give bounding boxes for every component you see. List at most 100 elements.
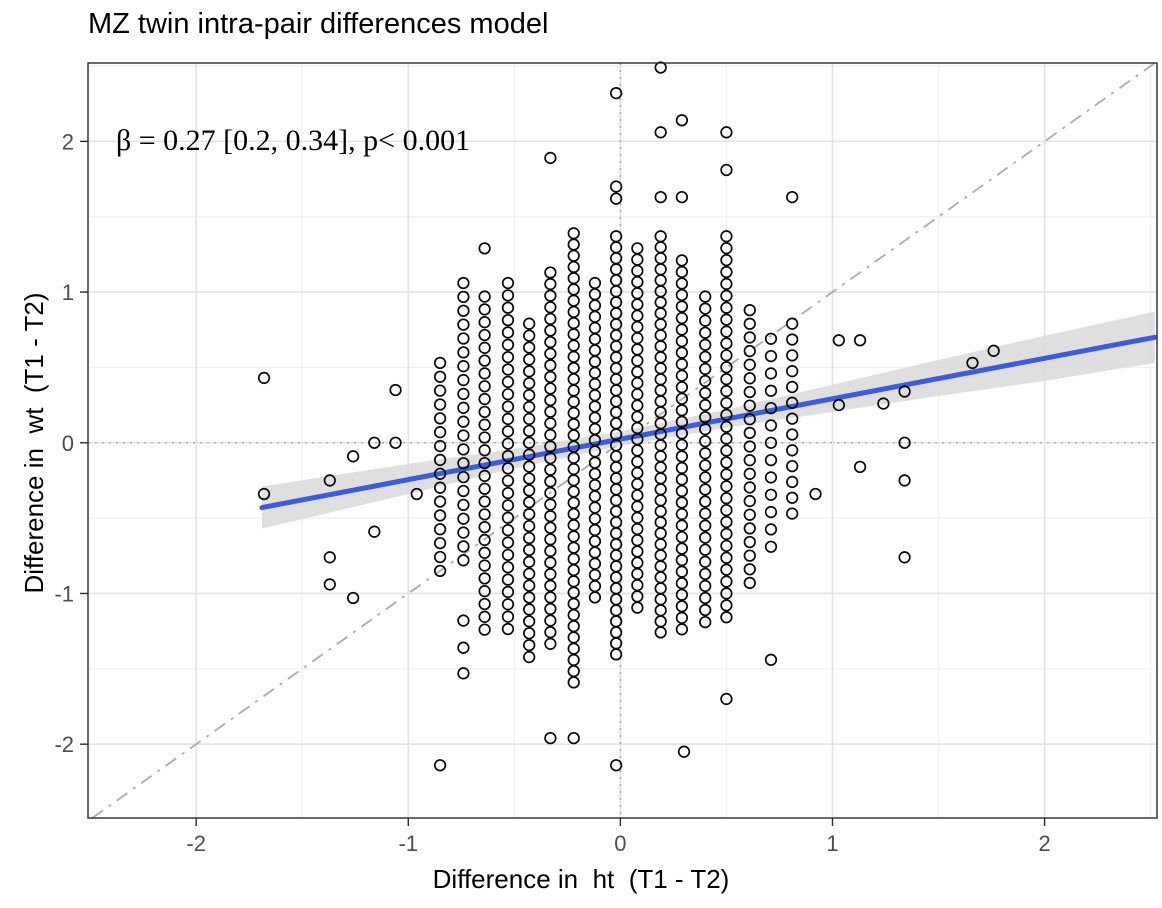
data-point <box>544 289 557 302</box>
data-point <box>675 369 689 382</box>
data-point <box>368 525 381 538</box>
data-point <box>699 459 712 472</box>
data-point <box>478 546 491 559</box>
data-point <box>786 317 799 330</box>
data-point <box>433 467 447 480</box>
data-point <box>743 303 756 317</box>
data-point <box>410 487 423 501</box>
data-point <box>523 615 536 628</box>
data-point <box>743 522 756 535</box>
data-point <box>743 413 756 426</box>
data-point <box>433 398 447 411</box>
data-point <box>675 577 689 590</box>
data-point <box>501 363 515 376</box>
data-point <box>720 230 733 243</box>
data-point <box>501 326 515 339</box>
y-tick-label: -2 <box>54 732 74 757</box>
data-point <box>433 481 447 494</box>
data-point <box>699 338 712 351</box>
data-point <box>544 521 557 534</box>
data-point <box>743 494 756 508</box>
data-point <box>389 383 402 397</box>
data-point <box>720 456 733 469</box>
data-point <box>898 551 911 564</box>
data-point <box>457 443 470 456</box>
data-point <box>544 626 557 639</box>
data-point <box>743 535 756 549</box>
data-point <box>523 377 536 390</box>
data-point <box>523 460 536 473</box>
data-point <box>544 266 557 279</box>
data-point <box>675 288 689 302</box>
data-point <box>478 242 491 255</box>
data-point <box>720 289 733 302</box>
data-point <box>786 396 799 409</box>
data-point <box>457 526 470 539</box>
data-point <box>743 399 756 412</box>
data-point <box>501 425 515 438</box>
data-point <box>654 626 667 639</box>
data-point <box>457 304 470 317</box>
data-point <box>523 543 536 557</box>
data-point <box>743 481 756 494</box>
data-point <box>501 610 515 623</box>
x-tick-label: -1 <box>398 831 418 856</box>
data-point <box>501 598 515 611</box>
data-point <box>743 426 756 440</box>
data-point <box>457 290 470 304</box>
data-point <box>323 474 336 487</box>
data-point <box>786 507 799 520</box>
data-point <box>523 567 536 580</box>
data-point <box>544 591 557 604</box>
data-point <box>433 412 447 425</box>
data-point <box>523 329 536 342</box>
data-point <box>764 332 778 345</box>
data-point <box>720 301 733 314</box>
data-point <box>654 190 667 204</box>
data-point <box>433 356 447 370</box>
data-point <box>544 463 557 476</box>
data-point <box>699 386 712 400</box>
data-point <box>523 638 536 652</box>
data-point <box>523 531 536 545</box>
data-point <box>786 475 799 489</box>
data-point <box>786 365 799 378</box>
data-point <box>675 565 689 578</box>
data-point <box>544 370 557 384</box>
data-point <box>501 585 515 599</box>
data-point <box>478 469 491 483</box>
data-point <box>433 523 447 536</box>
data-point <box>457 318 470 331</box>
data-point <box>478 521 491 534</box>
data-point <box>675 623 689 636</box>
data-point <box>457 373 470 387</box>
data-point <box>764 653 778 666</box>
data-point <box>675 530 689 544</box>
data-point <box>457 346 470 359</box>
data-point <box>786 349 799 362</box>
data-point <box>743 508 756 521</box>
data-point <box>699 543 712 556</box>
data-point <box>675 300 689 313</box>
data-point <box>501 548 515 562</box>
data-point <box>743 372 756 385</box>
data-point <box>544 324 557 337</box>
data-point <box>544 382 557 395</box>
data-point <box>675 473 689 486</box>
data-point <box>764 488 778 501</box>
data-point <box>478 392 491 406</box>
data-point <box>523 424 536 438</box>
data-point <box>720 515 733 529</box>
chart-title: MZ twin intra-pair differences model <box>88 8 549 40</box>
data-point <box>501 561 515 574</box>
data-point <box>567 676 580 689</box>
data-point <box>457 498 470 511</box>
data-point <box>675 600 689 613</box>
data-point <box>544 475 557 488</box>
data-point <box>478 559 491 572</box>
data-point <box>764 453 778 467</box>
data-point <box>433 564 447 578</box>
data-point <box>720 373 733 386</box>
y-axis-title: Difference in wt (T1 - T2) <box>19 292 49 594</box>
